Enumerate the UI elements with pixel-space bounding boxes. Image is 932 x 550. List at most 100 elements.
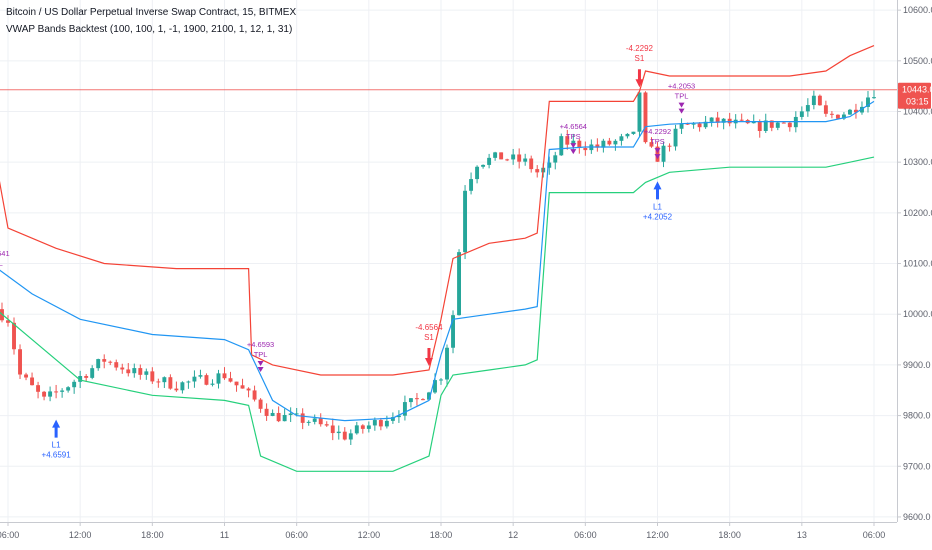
candle-body <box>42 391 47 397</box>
candle <box>697 122 702 132</box>
price-tick-label: 9800.0 <box>903 411 931 421</box>
candle-body <box>565 136 570 145</box>
candle <box>246 387 251 398</box>
candle-body <box>571 140 576 145</box>
candle-body <box>866 97 870 107</box>
candle-body <box>469 179 474 191</box>
candle-body <box>102 359 107 362</box>
time-tick-label: 13 <box>797 530 807 540</box>
candle-body <box>210 383 215 385</box>
trade-signal-long[interactable]: L1+4.6591 <box>42 419 72 460</box>
candle <box>288 407 293 423</box>
signal-value: +4.2053 <box>668 82 695 91</box>
price-tick-label: 10300.0 <box>903 157 932 167</box>
signal-value: +4.2292 <box>644 127 671 136</box>
candle-body <box>643 92 648 143</box>
candle-body <box>174 388 179 391</box>
signal-label: TPL <box>675 92 689 101</box>
candle <box>553 151 558 170</box>
candle <box>282 408 287 422</box>
study-legend[interactable]: VWAP Bands Backtest (100, 100, 1, -1, 19… <box>6 24 293 35</box>
time-axis[interactable]: 06:00 12:00 18:00 11 06:00 12:00 18:00 12 06:00 1… <box>0 522 932 550</box>
signal-value: -4.6564 <box>415 323 443 332</box>
candle-body <box>799 111 804 117</box>
candle-body <box>66 387 71 391</box>
candle-body <box>30 377 35 386</box>
candle-body <box>204 375 209 385</box>
signal-value: +4.6564 <box>560 122 587 131</box>
candle <box>168 374 173 390</box>
candle <box>583 141 588 156</box>
candle <box>613 139 618 151</box>
candle <box>312 414 317 425</box>
candle-body <box>559 136 564 156</box>
candle-body <box>829 113 834 115</box>
price-axis[interactable]: 10600.0 10500.0 10400.0 10300.0 10200.0 10100… <box>897 0 932 550</box>
signal-value: +4.2052 <box>643 212 673 221</box>
candle <box>120 363 125 374</box>
upper-band-line <box>0 45 875 376</box>
candle-body <box>523 158 528 162</box>
candle-body <box>673 128 678 147</box>
arrow-down-icon <box>635 69 644 88</box>
candle-body <box>12 322 16 350</box>
candle-body <box>318 418 323 425</box>
signal-label: TPS <box>566 132 581 141</box>
exit-marker-icon <box>678 102 685 114</box>
candle-body <box>156 381 161 383</box>
candle <box>517 148 522 169</box>
trade-signal-exit[interactable]: +4.5641TPL <box>0 249 10 281</box>
candle-body <box>781 122 786 124</box>
candle <box>18 344 22 380</box>
candle <box>607 137 612 146</box>
candle-body <box>408 398 413 403</box>
candle-body <box>691 123 696 125</box>
time-tick-label: 11 <box>220 530 229 540</box>
candle-body <box>811 95 816 106</box>
price-tick-label: 9600.0 <box>903 512 931 522</box>
time-axis-background <box>0 522 932 550</box>
time-tick-label: 18:00 <box>141 530 164 540</box>
candle <box>799 106 804 120</box>
candle-body <box>414 398 419 400</box>
candle <box>198 369 203 379</box>
candle <box>114 359 119 371</box>
candle-body <box>300 413 305 423</box>
candles <box>0 90 876 445</box>
candle-body <box>222 373 227 379</box>
candle-body <box>168 377 173 389</box>
candle-body <box>547 162 552 168</box>
candle-body <box>144 371 149 375</box>
candle <box>757 119 762 138</box>
candle-body <box>258 399 263 409</box>
candle-body <box>402 402 407 416</box>
candle <box>372 417 377 431</box>
candle <box>673 124 678 151</box>
candle-body <box>330 425 335 434</box>
candle-body <box>751 121 756 124</box>
candle <box>150 367 155 384</box>
exit-marker-icon <box>570 143 577 155</box>
candle-body <box>348 433 353 440</box>
candle <box>6 315 10 327</box>
candle-body <box>192 376 197 382</box>
candle <box>336 425 341 440</box>
last-price-badge: 10443.0 03:15 <box>898 82 932 109</box>
candle <box>601 138 606 153</box>
candle-body <box>306 421 311 423</box>
trade-signal-long[interactable]: L1+4.2052 <box>643 181 673 221</box>
candle <box>324 421 329 427</box>
arrow-up-icon <box>653 181 662 200</box>
candle-body <box>595 144 600 148</box>
candle <box>270 409 275 417</box>
candle-body <box>505 159 510 161</box>
candle-body <box>372 420 377 426</box>
candle <box>234 381 239 392</box>
